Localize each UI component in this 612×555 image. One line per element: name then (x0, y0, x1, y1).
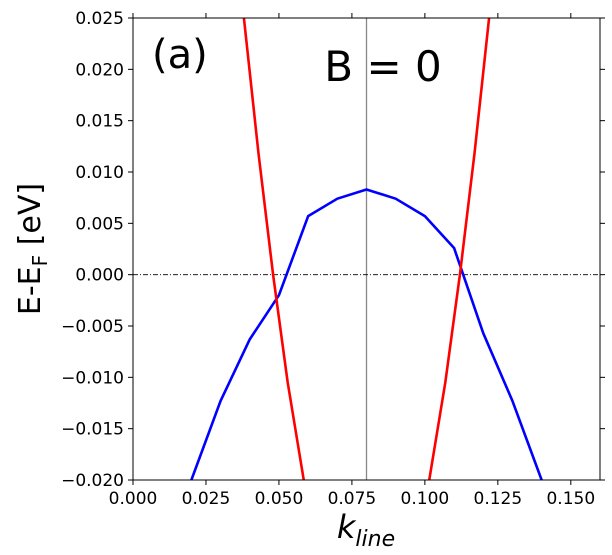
plot-frame (132, 17, 601, 481)
x-tick-label: 0.075 (328, 489, 377, 509)
y-tick-label: 0.025 (75, 9, 124, 29)
y-tick-label: −0.010 (61, 368, 124, 388)
x-axis-label-main: k (337, 508, 357, 546)
y-tick-label: 0.005 (75, 214, 124, 234)
field-annotation: B = 0 (324, 42, 441, 91)
y-tick-label: −0.005 (61, 317, 124, 337)
x-tick-label: 0.050 (255, 489, 304, 509)
series-line-2 (427, 18, 491, 480)
y-tick-label: 0.010 (75, 163, 124, 183)
x-tick-label: 0.100 (401, 489, 450, 509)
series-line-1 (242, 18, 306, 480)
y-tick-label: 0.020 (75, 60, 124, 80)
x-tick-label: 0.000 (109, 489, 158, 509)
y-axis-label-main: E-E (13, 266, 48, 315)
series-line-0 (190, 188, 543, 480)
x-tick-label: 0.025 (182, 489, 231, 509)
y-tick-label: −0.015 (61, 420, 124, 440)
y-tick-label: 0.015 (75, 112, 124, 132)
y-axis-label-sub: F (28, 255, 52, 267)
x-axis-label: kline (337, 508, 395, 552)
x-axis-label-sub: line (355, 527, 395, 552)
y-tick-label: −0.020 (61, 471, 124, 491)
x-tick-label: 0.150 (546, 489, 595, 509)
y-axis-label-unit: [eV] (13, 183, 48, 255)
panel-label: (a) (152, 32, 208, 78)
y-tick-label: 0.000 (75, 266, 124, 286)
x-tick-label: 0.125 (474, 489, 523, 509)
y-axis-label: E-EF [eV] (13, 183, 52, 315)
